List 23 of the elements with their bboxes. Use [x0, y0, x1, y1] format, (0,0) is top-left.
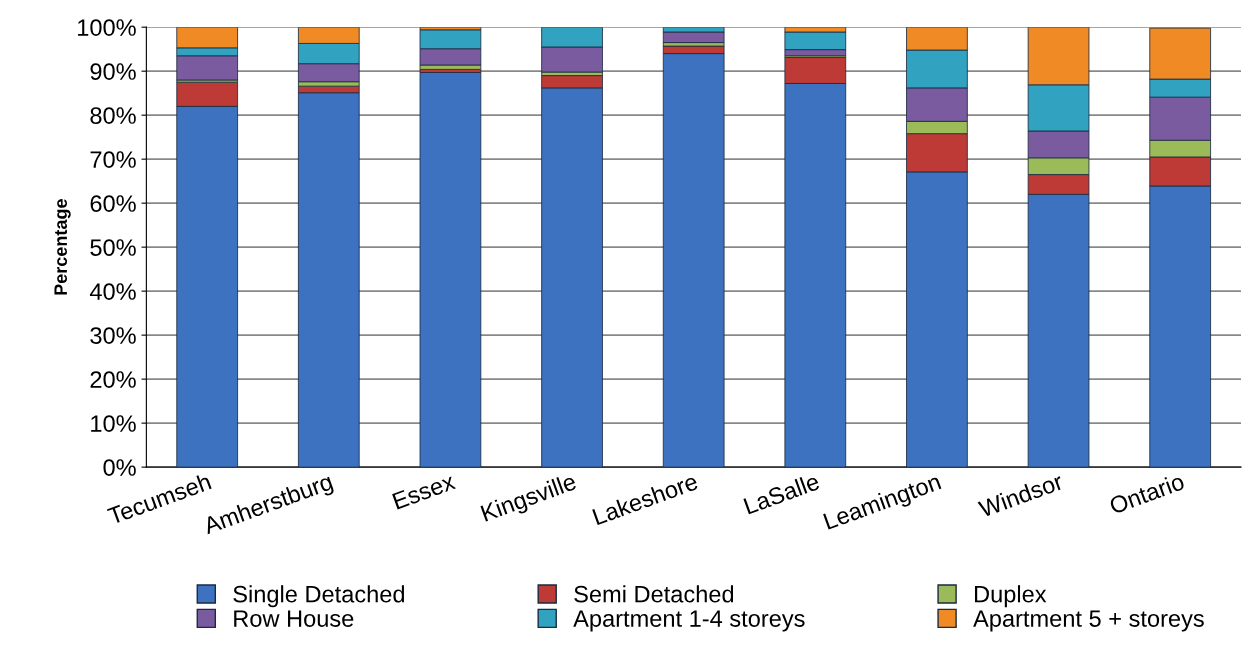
legend-label: Single Detached	[233, 585, 405, 608]
y-tick-label: 0%	[103, 459, 136, 476]
x-tick-label: Ontario	[1108, 472, 1186, 515]
legend-label: Semi Detached	[574, 585, 734, 603]
y-tick-label: 30%	[90, 327, 136, 344]
y-tick-label: 100%	[78, 19, 136, 36]
y-tick-label: 50%	[90, 239, 136, 256]
y-tick-label: 10%	[91, 415, 136, 432]
legend-label: Duplex	[975, 585, 1047, 608]
y-tick-label: 80%	[90, 107, 136, 124]
y-tick-label: 20%	[90, 371, 136, 388]
bar	[419, 72, 482, 468]
legend-label: Row House	[234, 610, 354, 627]
x-tick-label: Essex	[392, 472, 457, 510]
legend-label: Apartment 5 + storeys	[973, 610, 1204, 632]
x-tick-label: LaSalle	[743, 472, 821, 515]
y-axis-title: Percentage	[54, 199, 71, 295]
y-tick-label: 70%	[90, 151, 136, 168]
y-tick-label: 60%	[90, 195, 136, 212]
y-tick-label: 90%	[90, 63, 136, 80]
y-tick-label: 40%	[89, 283, 136, 300]
x-tick-label: Windsor	[977, 472, 1065, 518]
legend-label: Apartment 1-4 storeys	[573, 610, 805, 632]
